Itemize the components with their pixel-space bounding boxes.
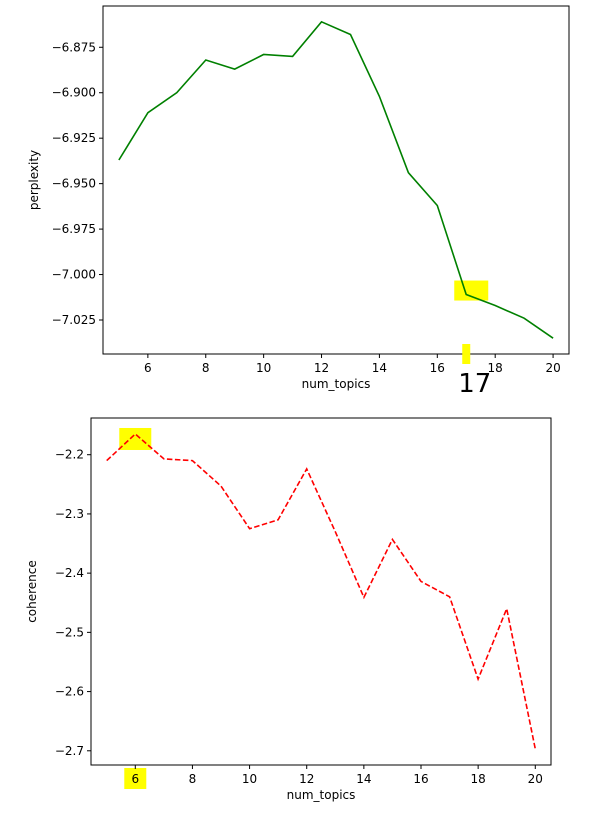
perplexity-y-axis-label: perplexity xyxy=(27,150,41,210)
coherence-x-tick-label: 18 xyxy=(471,772,486,786)
perplexity-plot-frame xyxy=(102,5,570,355)
perplexity-highlights xyxy=(454,280,489,364)
coherence-y-tick-label: −2.4 xyxy=(55,566,84,580)
coherence-x-tick-label: 6 xyxy=(131,772,139,786)
perplexity-y-ticks: −6.875 −6.900 −6.925 −6.950 −6.975 −7.000 −7.0… xyxy=(52,40,103,327)
coherence-x-tick-label: 14 xyxy=(356,772,371,786)
tick-label-highlight xyxy=(124,768,147,789)
perplexity-x-tick-label: 20 xyxy=(545,361,560,375)
coherence-x-tick-label: 8 xyxy=(189,772,197,786)
perplexity-y-tick-label: −6.950 xyxy=(52,177,96,191)
perplexity-x-tick-label: 10 xyxy=(256,361,271,375)
coherence-y-tick-label: −2.2 xyxy=(55,448,84,462)
coherence-x-tick-label: 10 xyxy=(242,772,257,786)
coherence-x-tick-label: 12 xyxy=(299,772,314,786)
coherence-plot-frame xyxy=(90,417,552,766)
perplexity-x-ticks: 6 8 10 12 14 16 18 20 xyxy=(144,354,561,375)
coherence-x-ticks: 6 8 10 12 14 16 18 20 xyxy=(131,765,543,786)
coherence-y-tick-label: −2.7 xyxy=(55,744,84,758)
perplexity-x-tick-label: 8 xyxy=(202,361,210,375)
perplexity-x-tick-label: 14 xyxy=(372,361,387,375)
coherence-y-tick-label: −2.5 xyxy=(55,625,84,639)
tick-highlight xyxy=(462,344,471,364)
coherence-x-tick-label: 20 xyxy=(528,772,543,786)
perplexity-x-axis-label: num_topics xyxy=(302,377,371,391)
perplexity-y-tick-label: −7.000 xyxy=(52,268,96,282)
point-highlight xyxy=(454,280,489,301)
perplexity-y-tick-label: −6.875 xyxy=(52,40,96,54)
point-highlight xyxy=(119,427,152,450)
perplexity-x-tick-label: 6 xyxy=(144,361,152,375)
coherence-highlights xyxy=(119,427,152,789)
perplexity-x-tick-label: 16 xyxy=(430,361,445,375)
coherence-y-tick-label: −2.6 xyxy=(55,685,84,699)
perplexity-y-tick-label: −7.025 xyxy=(52,313,96,327)
coherence-y-axis-label: coherence xyxy=(25,560,39,623)
perplexity-chart: 6 8 10 12 14 16 18 20 −6.875−6.900−6.925−6.950−… xyxy=(27,5,570,399)
perplexity-y-tick-label: −6.900 xyxy=(52,86,96,100)
coherence-y-ticks: −2.2 −2.3 −2.4 −2.5 −2.6 −2.7 xyxy=(55,448,91,758)
coherence-chart: 6 8 10 12 14 16 18 20 −2.2−2.3−2.4−2.5−2.6−2.7 … xyxy=(25,417,552,802)
perplexity-y-tick-label: −6.925 xyxy=(52,131,96,145)
perplexity-y-tick-label: −6.975 xyxy=(52,222,96,236)
perplexity-x-tick-label: 12 xyxy=(314,361,329,375)
handwritten-annotation: 17 xyxy=(458,369,491,399)
coherence-x-tick-label: 16 xyxy=(413,772,428,786)
perplexity-series-line xyxy=(118,20,554,339)
coherence-x-axis-label: num_topics xyxy=(287,788,356,802)
coherence-series-line xyxy=(106,432,537,750)
coherence-y-tick-label: −2.3 xyxy=(55,507,84,521)
perplexity-x-tick-label: 18 xyxy=(488,361,503,375)
